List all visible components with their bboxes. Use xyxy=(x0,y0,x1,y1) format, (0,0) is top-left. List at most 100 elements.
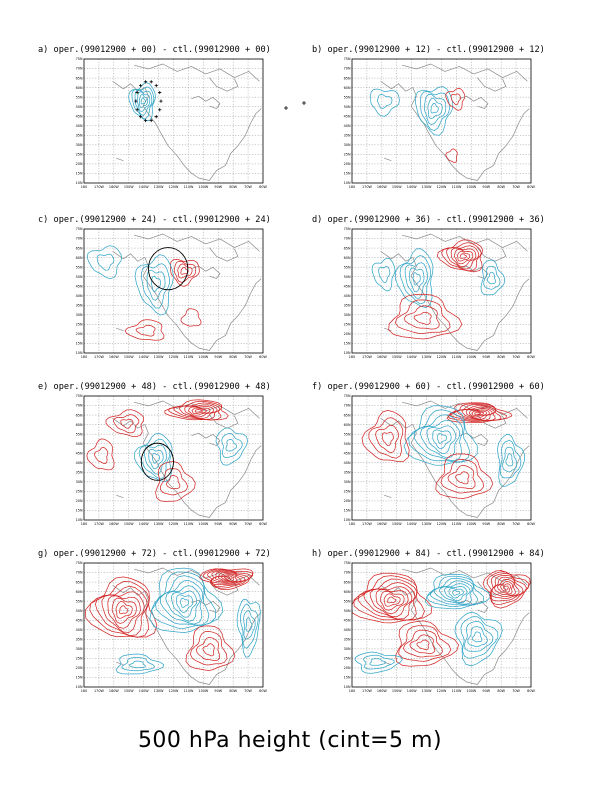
lon-tick-label: 140W xyxy=(407,185,417,189)
positive-contour xyxy=(403,305,440,330)
negative-contour xyxy=(432,429,452,449)
axis-tick-labels: 180 170W 160W 150W 140W 130W 120W 110W 100W 90W 80… xyxy=(344,394,536,526)
plus-marker xyxy=(154,115,158,119)
coastline xyxy=(380,567,530,685)
graticule xyxy=(352,229,531,353)
positive-contour xyxy=(95,585,148,636)
lat-tick-label: 20N xyxy=(344,666,351,670)
positive-contour xyxy=(191,407,207,414)
negative-contour xyxy=(404,262,428,299)
positive-contour xyxy=(185,625,236,671)
negative-contour xyxy=(464,621,494,652)
lat-tick-label: 60N xyxy=(76,590,83,594)
lon-tick-label: 80W xyxy=(229,522,237,526)
lon-tick-label: 170W xyxy=(362,522,372,526)
negative-contour xyxy=(454,611,503,667)
map-frame xyxy=(351,228,532,354)
lon-tick-label: 160W xyxy=(109,355,119,359)
panel-title-g: g) oper.(99012900 + 72) - ctl.(99012900 … xyxy=(38,549,271,559)
positive-contour xyxy=(180,308,202,327)
negative-contour xyxy=(369,658,387,666)
positive-contour xyxy=(84,576,158,638)
negative-contour xyxy=(409,267,425,293)
lat-tick-label: 45N xyxy=(344,284,351,288)
negative-contour xyxy=(180,597,189,608)
panel-title-b: b) oper.(99012900 + 12) - ctl.(99012900 … xyxy=(312,45,545,55)
negative-contour xyxy=(240,603,259,649)
negative-contour xyxy=(138,93,149,109)
lat-tick-label: 10N xyxy=(344,351,351,355)
lon-tick-label: 60W xyxy=(527,185,535,189)
lon-tick-label: 130W xyxy=(422,689,432,693)
lon-tick-label: 130W xyxy=(154,185,164,189)
lat-tick-label: 55N xyxy=(344,599,351,603)
negative-contour xyxy=(151,571,216,629)
lon-tick-label: 160W xyxy=(109,689,119,693)
lat-tick-label: 30N xyxy=(344,480,351,484)
lat-tick-label: 55N xyxy=(344,95,351,99)
lon-tick-label: 80W xyxy=(497,355,505,359)
lon-tick-label: 60W xyxy=(527,689,535,693)
negative-contour xyxy=(434,580,473,605)
lon-tick-label: 140W xyxy=(407,522,417,526)
lat-tick-label: 65N xyxy=(76,246,83,250)
positive-contour xyxy=(369,586,413,618)
negative-contour xyxy=(467,626,488,647)
negative-contour xyxy=(403,405,478,466)
positive-contour xyxy=(120,418,134,429)
lat-tick-label: 45N xyxy=(344,451,351,455)
map-panel-d: d) oper.(99012900 + 36) - ctl.(99012900 … xyxy=(312,215,545,359)
panel-title-e: e) oper.(99012900 + 48) - ctl.(99012900 … xyxy=(38,382,271,392)
positive-contour xyxy=(436,239,483,273)
lat-tick-label: 70N xyxy=(76,67,83,71)
negative-contour xyxy=(414,86,454,136)
lon-tick-label: 100W xyxy=(198,185,208,189)
lon-tick-label: 140W xyxy=(139,355,149,359)
lat-tick-label: 15N xyxy=(344,676,351,680)
lon-tick-label: 150W xyxy=(392,355,402,359)
negative-contour xyxy=(243,610,256,640)
lat-tick-label: 15N xyxy=(344,172,351,176)
negative-contour xyxy=(363,654,395,670)
lon-tick-label: 150W xyxy=(124,355,134,359)
plus-marker xyxy=(144,118,148,123)
map-area-c xyxy=(84,229,263,353)
lat-tick-label: 70N xyxy=(76,404,83,408)
lon-tick-label: 170W xyxy=(362,689,372,693)
positive-contour xyxy=(461,408,493,420)
lat-tick-label: 20N xyxy=(76,666,83,670)
plus-marker xyxy=(135,108,139,112)
lat-tick-label: 65N xyxy=(76,76,83,80)
lat-tick-label: 60N xyxy=(76,423,83,427)
lon-tick-label: 180 xyxy=(81,522,87,526)
lon-tick-label: 150W xyxy=(392,185,402,189)
highlight-circle xyxy=(140,442,174,481)
positive-contour xyxy=(194,409,204,413)
positive-contour xyxy=(119,605,129,615)
lon-tick-label: 90W xyxy=(214,689,222,693)
lon-tick-label: 90W xyxy=(482,355,490,359)
positive-contour xyxy=(135,324,156,337)
lon-tick-label: 130W xyxy=(154,355,164,359)
lat-tick-label: 35N xyxy=(344,134,351,138)
lon-tick-label: 80W xyxy=(229,689,237,693)
lat-tick-label: 25N xyxy=(344,323,351,327)
negative-contour xyxy=(430,102,439,114)
positive-contour xyxy=(155,461,196,502)
axis-tick-labels: 180 170W 160W 150W 140W 130W 120W 110W 100W 90W 80… xyxy=(76,394,268,526)
lon-tick-label: 180 xyxy=(349,355,355,359)
lat-tick-label: 45N xyxy=(344,618,351,622)
positive-contour xyxy=(199,568,254,591)
negative-contour xyxy=(436,433,447,444)
negative-contour xyxy=(151,452,160,464)
lat-tick-label: 20N xyxy=(76,332,83,336)
lat-tick-label: 25N xyxy=(344,657,351,661)
lat-tick-label: 40N xyxy=(344,124,351,128)
lon-tick-label: 70W xyxy=(512,689,520,693)
lat-tick-label: 75N xyxy=(76,561,83,565)
lon-tick-label: 120W xyxy=(437,355,447,359)
positive-contour xyxy=(184,405,215,418)
negative-contour xyxy=(138,438,171,480)
negative-contour xyxy=(121,657,156,672)
lat-tick-label: 25N xyxy=(344,153,351,157)
